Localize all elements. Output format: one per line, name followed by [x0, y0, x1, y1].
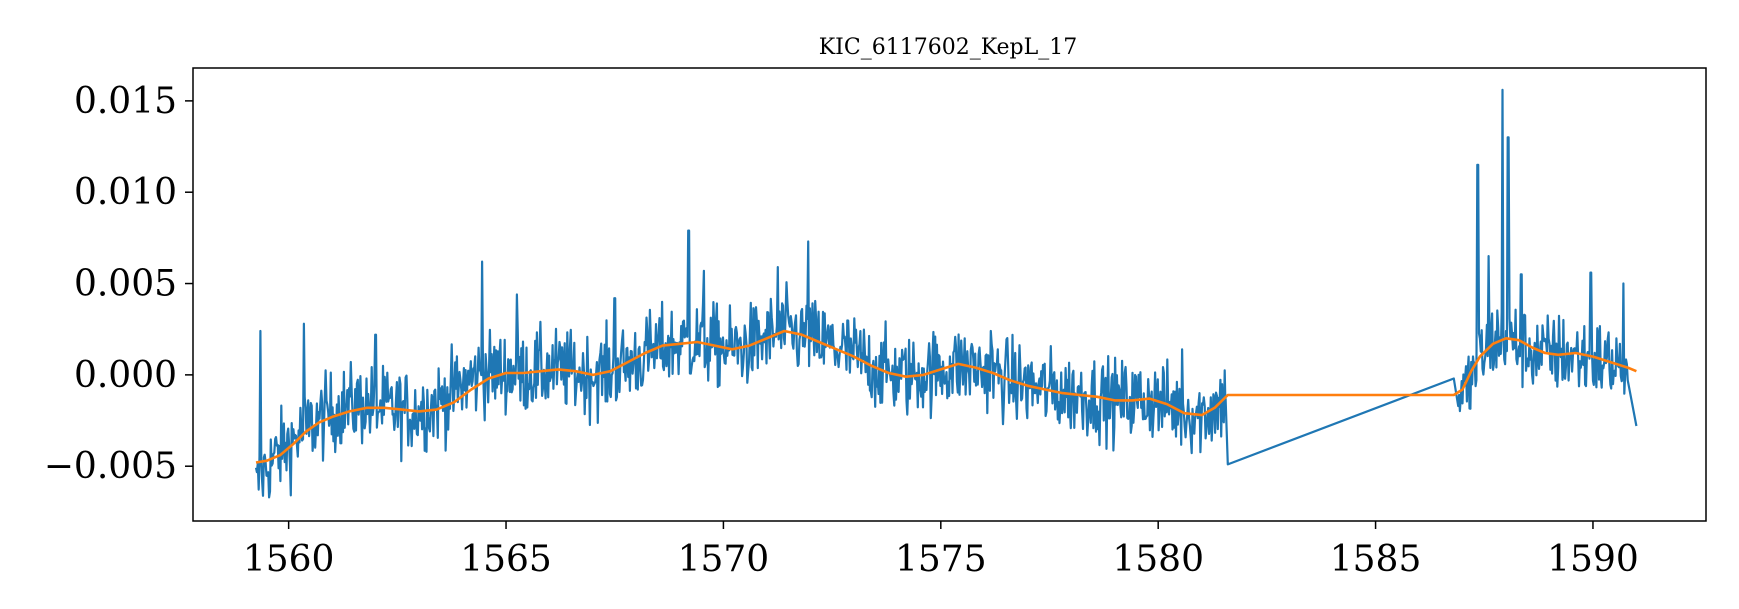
y-tick-label: 0.000: [74, 355, 177, 396]
series-trend-line: [255, 329, 1637, 464]
series-flux-line: [254, 88, 1638, 499]
x-tick-label: 1570: [678, 539, 770, 580]
x-tick-label: 1560: [243, 539, 335, 580]
plot-frame: [192, 67, 1707, 522]
x-tick-label: 1585: [1330, 539, 1422, 580]
y-tick-label: 0.005: [74, 264, 177, 305]
x-tick-label: 1575: [895, 539, 987, 580]
y-tick-label: 0.010: [74, 172, 177, 213]
x-tick-label: 1565: [460, 539, 552, 580]
x-tick-label: 1590: [1547, 539, 1639, 580]
plot-area: [254, 88, 1638, 499]
y-tick-label: 0.015: [74, 81, 177, 122]
x-tick-label: 1580: [1112, 539, 1204, 580]
axes: 1560 1565 1570 1575 1580 1585 1590 −0.005 0.000 0…: [44, 67, 1707, 580]
chart-title: KIC_6117602_KepL_17: [819, 35, 1078, 60]
y-tick-label: −0.005: [44, 446, 177, 487]
